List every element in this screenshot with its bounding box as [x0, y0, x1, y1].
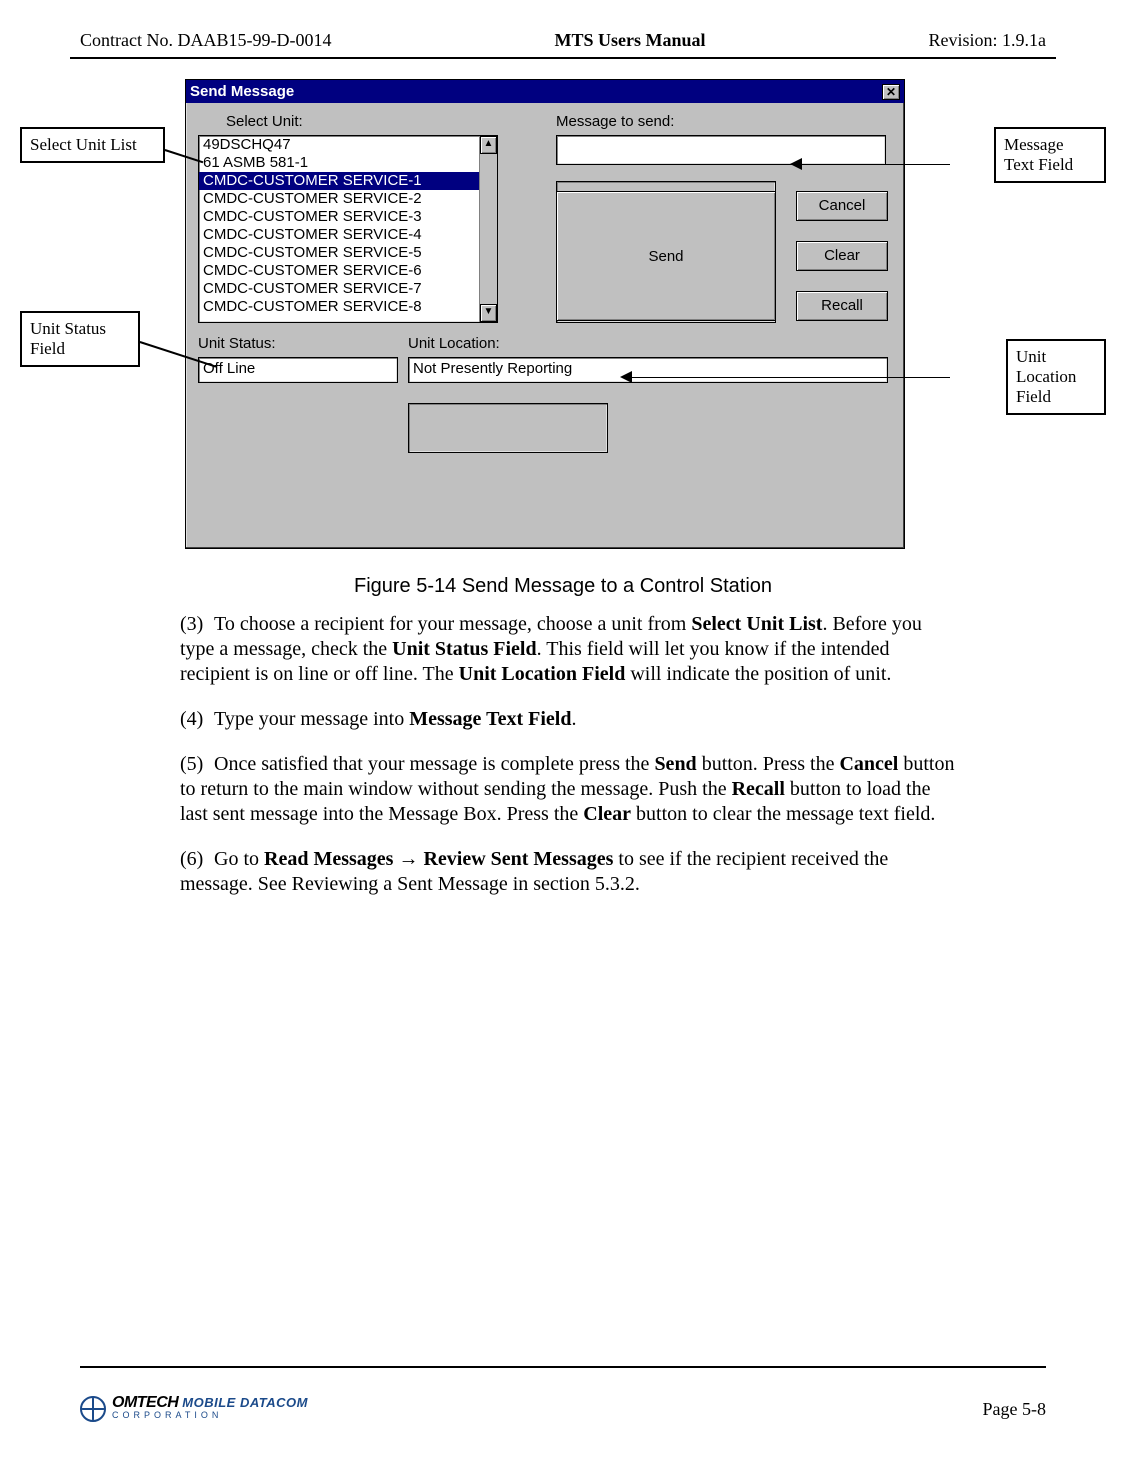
message-text-input[interactable]: [556, 135, 886, 165]
select-unit-listbox[interactable]: 49DSCHQ47 61 ASMB 581-1 CMDC-CUSTOMER SE…: [198, 135, 498, 323]
step-number: (4): [180, 707, 214, 732]
text: button. Press the: [697, 753, 840, 775]
callout-unit-location-field: Unit Location Field: [1006, 339, 1106, 415]
figure-area: Send Message ✕ Select Unit: Message to s…: [70, 79, 1056, 569]
arrow-glyph: →: [398, 848, 418, 870]
step-number: (3): [180, 612, 214, 637]
recall-button[interactable]: Recall: [796, 291, 888, 321]
select-unit-label: Select Unit:: [226, 113, 303, 130]
scroll-up-button[interactable]: ▲: [480, 136, 497, 154]
text: will indicate the position of unit.: [625, 663, 891, 685]
body-text: (3)To choose a recipient for your messag…: [180, 612, 956, 897]
lower-empty-box: [408, 403, 608, 453]
arrow-head-icon: [790, 158, 802, 170]
text: .: [571, 708, 576, 730]
callout-arrow: [630, 377, 950, 378]
bold-term: Review Sent Messages: [418, 848, 613, 870]
callout-arrow: [800, 164, 950, 165]
unit-location-label: Unit Location:: [408, 335, 500, 352]
cancel-button[interactable]: Cancel: [796, 191, 888, 221]
list-item[interactable]: CMDC-CUSTOMER SERVICE-6: [199, 262, 497, 280]
unit-status-field: Off Line: [198, 357, 398, 383]
bold-term: Send: [654, 753, 696, 775]
unit-location-field: Not Presently Reporting: [408, 357, 888, 383]
list-item[interactable]: CMDC-CUSTOMER SERVICE-2: [199, 190, 497, 208]
globe-icon: [80, 1396, 106, 1422]
company-logo: OMTECH MOBILE DATACOM CORPORATION: [80, 1396, 308, 1422]
bold-term: Clear: [583, 803, 631, 825]
list-item[interactable]: CMDC-CUSTOMER SERVICE-7: [199, 280, 497, 298]
bold-term: Recall: [732, 778, 785, 800]
page-footer: OMTECH MOBILE DATACOM CORPORATION Page 5…: [80, 1396, 1046, 1422]
titlebar: Send Message ✕: [186, 80, 904, 103]
bold-term: Read Messages: [264, 848, 398, 870]
list-item[interactable]: CMDC-CUSTOMER SERVICE-5: [199, 244, 497, 262]
arrow-head-icon: [620, 371, 632, 383]
header-center: MTS Users Manual: [554, 30, 705, 51]
text: To choose a recipient for your message, …: [214, 613, 691, 635]
step-number: (6): [180, 847, 214, 872]
page-number: Page 5-8: [983, 1399, 1046, 1420]
callout-select-unit-list: Select Unit List: [20, 127, 165, 163]
header-rule: [70, 57, 1056, 59]
text: Go to: [214, 848, 264, 870]
figure-caption: Figure 5-14 Send Message to a Control St…: [70, 575, 1056, 598]
scroll-down-button[interactable]: ▼: [480, 304, 497, 322]
close-button[interactable]: ✕: [882, 84, 900, 100]
send-message-dialog: Send Message ✕ Select Unit: Message to s…: [185, 79, 905, 549]
bold-term: Unit Location Field: [459, 663, 626, 685]
dialog-title: Send Message: [190, 83, 294, 100]
list-item[interactable]: CMDC-CUSTOMER SERVICE-1: [199, 172, 497, 190]
callout-message-text-field: Message Text Field: [994, 127, 1106, 183]
footer-rule: [80, 1366, 1046, 1368]
unit-status-label: Unit Status:: [198, 335, 276, 352]
clear-button[interactable]: Clear: [796, 241, 888, 271]
bold-term: Cancel: [839, 753, 898, 775]
list-item[interactable]: CMDC-CUSTOMER SERVICE-4: [199, 226, 497, 244]
text: Type your message into: [214, 708, 409, 730]
logo-sub2: CORPORATION: [112, 1409, 308, 1421]
header-right: Revision: 1.9.1a: [928, 30, 1046, 51]
list-item[interactable]: 49DSCHQ47: [199, 136, 497, 154]
page-header: Contract No. DAAB15-99-D-0014 MTS Users …: [70, 30, 1056, 51]
text: Once satisfied that your message is comp…: [214, 753, 654, 775]
list-item[interactable]: CMDC-CUSTOMER SERVICE-8: [199, 298, 497, 316]
bold-term: Select Unit List: [691, 613, 822, 635]
list-item[interactable]: 61 ASMB 581-1: [199, 154, 497, 172]
message-to-send-label: Message to send:: [556, 113, 674, 130]
text: button to clear the message text field.: [631, 803, 935, 825]
header-left: Contract No. DAAB15-99-D-0014: [80, 30, 331, 51]
list-item[interactable]: CMDC-CUSTOMER SERVICE-3: [199, 208, 497, 226]
logo-sub: MOBILE DATACOM: [182, 1395, 308, 1410]
listbox-scrollbar[interactable]: ▲ ▼: [479, 136, 497, 322]
step-number: (5): [180, 752, 214, 777]
bold-term: Message Text Field: [409, 708, 571, 730]
bold-term: Unit Status Field: [392, 638, 536, 660]
callout-unit-status-field: Unit Status Field: [20, 311, 140, 367]
send-button[interactable]: Send: [556, 191, 776, 321]
